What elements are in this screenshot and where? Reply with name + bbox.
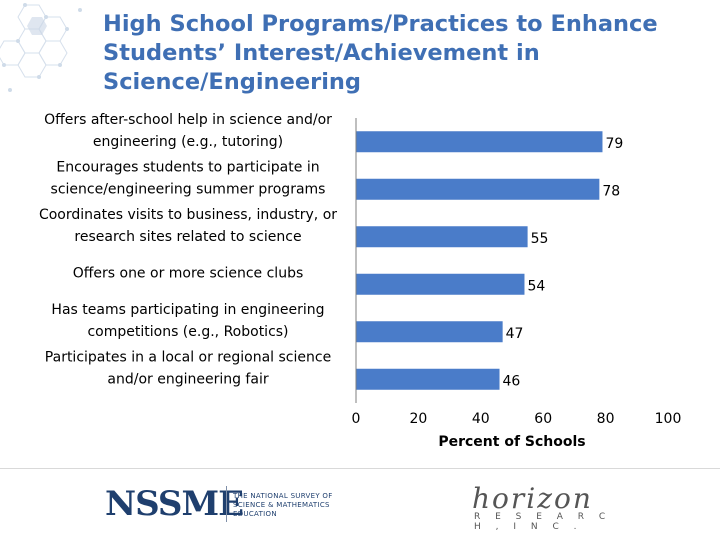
value-label-3: 54: [527, 278, 545, 294]
x-axis-title: Percent of Schools: [438, 434, 585, 450]
category-labels-group: Offers after-school help in science and/…: [39, 112, 337, 388]
x-tick-label-5: 100: [655, 411, 682, 427]
category-label-4-line-0: Has teams participating in engineering: [51, 302, 324, 318]
nssme-subtitle-line-2: SCIENCE & MATHEMATICS EDUCATION: [233, 501, 330, 518]
value-label-0: 79: [605, 136, 623, 152]
horizon-research-logo: horizon R E S E A R C H , I N C .: [462, 482, 622, 532]
category-label-3-line-0: Offers one or more science clubs: [73, 265, 304, 281]
footer-divider: [0, 468, 720, 469]
bar-3: [356, 273, 525, 295]
bar-chart: Offers after-school help in science and/…: [39, 112, 682, 450]
bar-1: [356, 178, 600, 200]
nssme-subtitle-line-1: THE NATIONAL SURVEY OF: [233, 492, 333, 500]
category-label-5-line-1: and/or engineering fair: [107, 371, 268, 387]
value-label-4: 47: [506, 326, 524, 342]
horizon-logo-text: horizon: [472, 482, 593, 515]
x-tick-label-1: 20: [409, 411, 427, 427]
x-tick-label-4: 80: [597, 411, 615, 427]
value-label-1: 78: [602, 183, 620, 199]
category-label-5-line-0: Participates in a local or regional scie…: [45, 349, 331, 365]
bar-0: [356, 131, 603, 153]
category-label-1-line-1: science/engineering summer programs: [51, 181, 326, 197]
category-label-0-line-0: Offers after-school help in science and/…: [44, 112, 332, 128]
bar-4: [356, 321, 503, 343]
x-tick-label-3: 60: [534, 411, 552, 427]
category-label-2-line-0: Coordinates visits to business, industry…: [39, 207, 337, 223]
chart-title: High School Programs/Practices to Enhanc…: [103, 11, 658, 95]
bar-2: [356, 226, 528, 248]
category-label-4-line-1: competitions (e.g., Robotics): [87, 324, 288, 340]
category-label-0-line-1: engineering (e.g., tutoring): [93, 134, 283, 150]
x-tick-label-0: 0: [352, 411, 361, 427]
bars-group: [356, 131, 603, 390]
category-label-2-line-1: research sites related to science: [74, 229, 301, 245]
hexagon-pattern-decoration: [0, 3, 82, 92]
category-label-1-line-0: Encourages students to participate in: [56, 159, 319, 175]
bar-5: [356, 368, 500, 390]
nssme-logo-subtitle: THE NATIONAL SURVEY OF SCIENCE & MATHEMA…: [233, 492, 373, 519]
x-ticks-group: 0 20 40 60 80 100: [352, 411, 682, 427]
horizon-logo-subtitle: R E S E A R C H , I N C .: [474, 512, 612, 532]
value-labels-group: 79 78 55 54 47 46: [503, 136, 624, 390]
nssme-logo: NSSME: [105, 484, 244, 524]
x-tick-label-2: 40: [472, 411, 490, 427]
value-label-5: 46: [503, 373, 521, 389]
nssme-logo-text: NSSME: [105, 484, 244, 524]
nssme-logo-divider: [226, 486, 227, 522]
value-label-2: 55: [531, 231, 549, 247]
